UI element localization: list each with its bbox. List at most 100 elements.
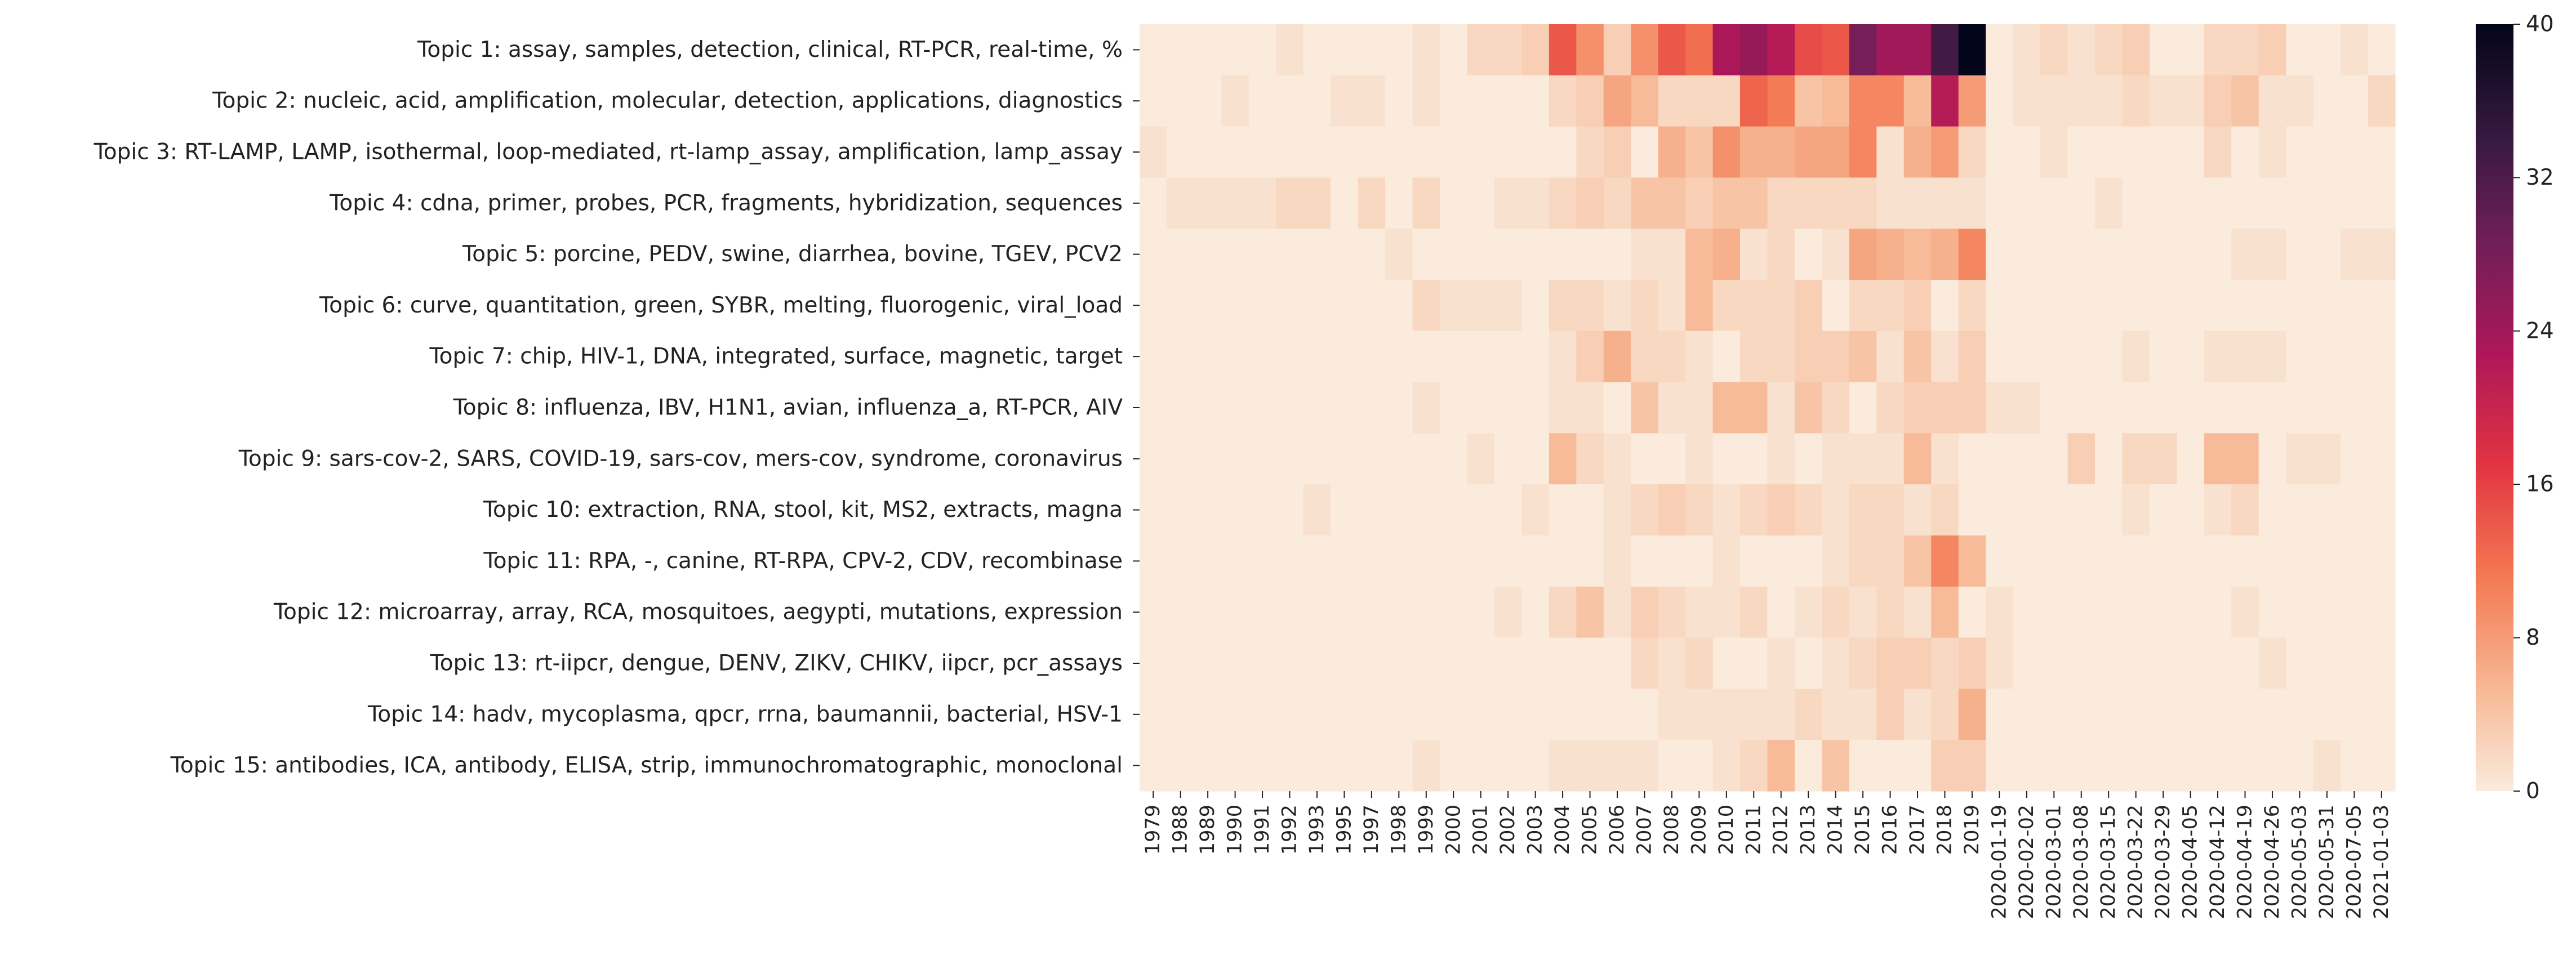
- heatmap-cell: [1221, 280, 1249, 332]
- heatmap-cell: [2122, 177, 2150, 229]
- heatmap-cell: [1876, 382, 1905, 434]
- heatmap-cell: [2258, 331, 2286, 383]
- row-label: Topic 15: antibodies, ICA, antibody, ELI…: [170, 753, 1123, 778]
- heatmap-cell: [2094, 535, 2123, 587]
- heatmap-cell: [1958, 433, 1986, 485]
- heatmap-cell: [2040, 331, 2068, 383]
- heatmap-cell: [1958, 126, 1986, 178]
- heatmap-cell: [2040, 637, 2068, 689]
- heatmap-cell: [1221, 331, 1249, 383]
- row-label: Topic 7: chip, HIV-1, DNA, integrated, s…: [429, 344, 1123, 369]
- heatmap-cell: [1358, 535, 1386, 587]
- heatmap-cell: [2231, 280, 2259, 332]
- heatmap-cell: [1931, 535, 1959, 587]
- heatmap-cell: [1412, 740, 1440, 792]
- heatmap-cell: [2204, 280, 2232, 332]
- heatmap-cell: [1958, 484, 1986, 536]
- heatmap-cell: [1603, 280, 1631, 332]
- heatmap-cell: [1931, 177, 1959, 229]
- heatmap-cell: [1903, 433, 1932, 485]
- heatmap-cell: [1794, 24, 1823, 76]
- heatmap-cell: [2122, 689, 2150, 740]
- heatmap-cell: [1440, 433, 1468, 485]
- heatmap-cell: [1685, 382, 1714, 434]
- heatmap-cell: [1903, 689, 1932, 740]
- heatmap-cell: [2341, 689, 2369, 740]
- heatmap-cell: [1876, 637, 1905, 689]
- heatmap-cell: [1521, 331, 1550, 383]
- heatmap-cell: [1440, 637, 1468, 689]
- heatmap-cell: [2177, 740, 2205, 792]
- column-label: 1988: [1169, 805, 1192, 855]
- heatmap-cell: [2040, 586, 2068, 638]
- heatmap-cell: [1331, 382, 1359, 434]
- heatmap-cell: [1631, 535, 1659, 587]
- heatmap-cell: [2313, 637, 2341, 689]
- heatmap-cell: [1248, 126, 1276, 178]
- heatmap-cell: [2067, 75, 2095, 127]
- heatmap-cell: [1331, 75, 1359, 127]
- heatmap-cell: [1740, 535, 1768, 587]
- heatmap-cell: [1685, 229, 1714, 280]
- heatmap-cell: [2258, 433, 2286, 485]
- heatmap-cell: [1467, 740, 1495, 792]
- column-label: 1999: [1415, 805, 1438, 855]
- heatmap-cell: [1849, 177, 1877, 229]
- heatmap-cell: [1849, 331, 1877, 383]
- heatmap-cell: [1248, 740, 1276, 792]
- heatmap-cell: [2122, 75, 2150, 127]
- heatmap-cell: [1467, 484, 1495, 536]
- heatmap-cell: [1903, 280, 1932, 332]
- heatmap-cell: [1712, 280, 1741, 332]
- heatmap-cell: [1467, 433, 1495, 485]
- heatmap-cell: [1303, 24, 1331, 76]
- heatmap-cell: [1603, 535, 1631, 587]
- column-label: 2012: [1770, 805, 1792, 855]
- column-label: 2020-03-22: [2125, 805, 2147, 919]
- row-label: Topic 8: influenza, IBV, H1N1, avian, in…: [453, 395, 1123, 421]
- heatmap-cell: [1931, 126, 1959, 178]
- heatmap-cell: [1712, 484, 1741, 536]
- heatmap-cell: [2149, 740, 2177, 792]
- heatmap-cell: [1712, 126, 1741, 178]
- heatmap-cell: [2013, 689, 2041, 740]
- heatmap-cell: [1412, 280, 1440, 332]
- heatmap-cell: [1412, 637, 1440, 689]
- heatmap-cell: [2177, 280, 2205, 332]
- heatmap-cell: [1303, 177, 1331, 229]
- heatmap-cell: [1712, 433, 1741, 485]
- heatmap-cell: [1767, 484, 1795, 536]
- heatmap-cell: [2341, 484, 2369, 536]
- heatmap-cell: [1658, 331, 1686, 383]
- heatmap-cell: [2313, 689, 2341, 740]
- heatmap-cell: [1712, 24, 1741, 76]
- heatmap-cell: [2013, 229, 2041, 280]
- heatmap-cell: [1849, 75, 1877, 127]
- heatmap-cell: [2040, 177, 2068, 229]
- heatmap-cell: [2231, 433, 2259, 485]
- heatmap-cell: [1467, 535, 1495, 587]
- heatmap-cell: [2313, 433, 2341, 485]
- heatmap-cell: [2040, 484, 2068, 536]
- heatmap-cell: [1658, 484, 1686, 536]
- heatmap-cell: [2286, 535, 2314, 587]
- heatmap-cell: [1440, 126, 1468, 178]
- heatmap-cell: [2094, 126, 2123, 178]
- heatmap-cell: [1194, 229, 1222, 280]
- heatmap-cell: [1849, 586, 1877, 638]
- heatmap-cell: [2067, 229, 2095, 280]
- heatmap-cell: [2149, 689, 2177, 740]
- column-label: 2011: [1742, 805, 1765, 855]
- heatmap-cell: [1385, 689, 1413, 740]
- heatmap-cell: [2231, 586, 2259, 638]
- heatmap-cell: [1140, 689, 1168, 740]
- column-label: 2006: [1606, 805, 1629, 855]
- heatmap-cell: [2177, 177, 2205, 229]
- column-label: 1979: [1142, 805, 1164, 855]
- heatmap-cell: [2313, 75, 2341, 127]
- heatmap-cell: [1358, 126, 1386, 178]
- heatmap-cell: [1167, 126, 1195, 178]
- heatmap-cell: [2286, 637, 2314, 689]
- heatmap-cell: [2341, 280, 2369, 332]
- heatmap-cell: [2177, 229, 2205, 280]
